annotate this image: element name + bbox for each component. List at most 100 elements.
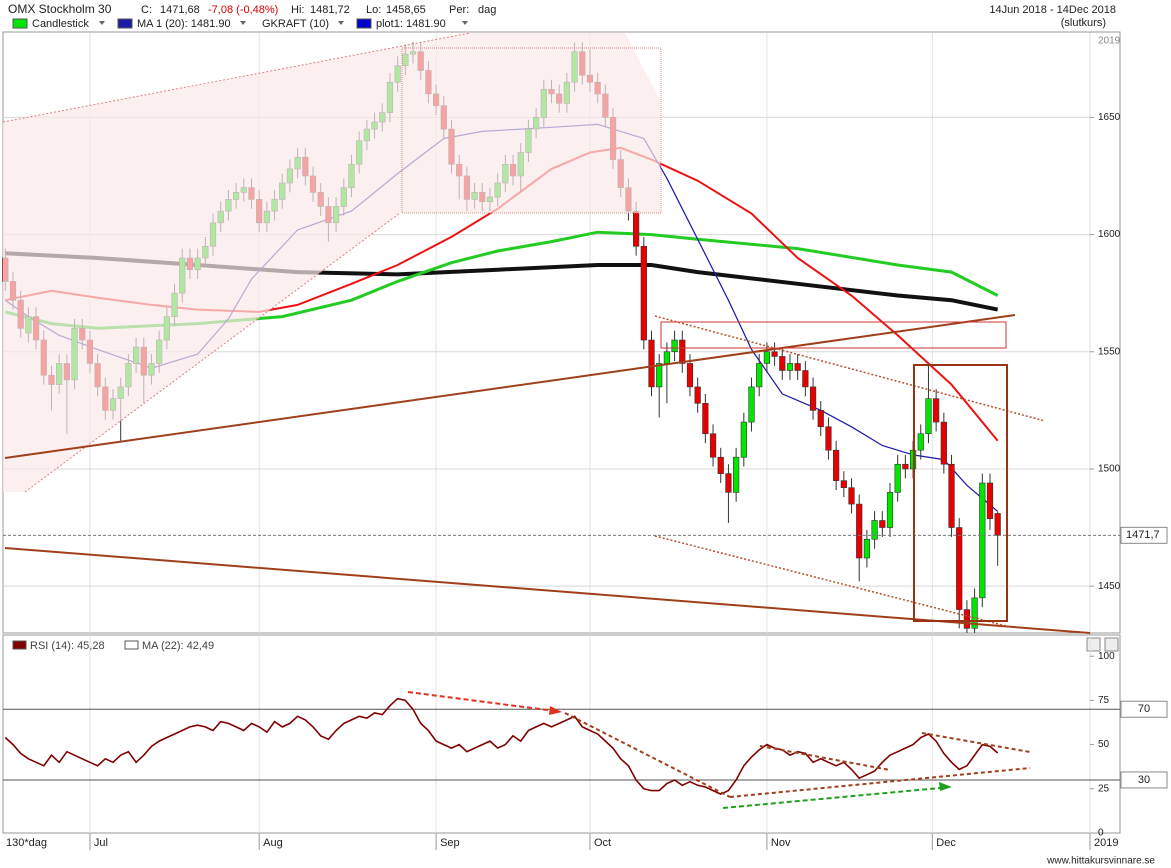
- candle-body: [786, 363, 794, 371]
- x-tick-label: Oct: [594, 837, 611, 849]
- resistance-box: [660, 321, 1007, 349]
- rsi-trend-line: [759, 745, 891, 771]
- x-tick-label: Jul: [94, 837, 108, 849]
- y-tick-label: 1500: [1098, 464, 1121, 475]
- candle-body: [971, 597, 978, 629]
- rsi-trend-line: [729, 767, 1031, 798]
- candle-body: [740, 421, 747, 458]
- candle-body: [725, 473, 732, 493]
- candle-body: [863, 538, 871, 559]
- candle-body: [825, 426, 832, 451]
- low-label: Lo:: [366, 4, 381, 16]
- y-tick-label: 1600: [1098, 229, 1121, 240]
- candle-body: [902, 463, 909, 470]
- legend-label: Candlestick: [32, 18, 89, 30]
- candle-body: [763, 351, 771, 364]
- dropdown[interactable]: [99, 21, 105, 25]
- period-value: dag: [478, 4, 496, 16]
- close-label: C:: [141, 4, 152, 16]
- candle-body: [940, 421, 947, 465]
- trend-line: [4, 314, 1016, 459]
- x-tick-label: Nov: [771, 837, 791, 849]
- candle-body: [733, 456, 740, 493]
- candle-body: [840, 480, 847, 488]
- candle-body: [640, 245, 647, 341]
- arrow-head: [939, 782, 952, 791]
- y-tick-label: 1550: [1098, 346, 1121, 357]
- period-label: 130*dag: [6, 837, 47, 849]
- candle-body: [679, 339, 686, 364]
- legend-label: MA (22): 42,49: [142, 640, 214, 652]
- y-tick-label: 1450: [1098, 581, 1121, 592]
- candle-body: [663, 351, 670, 364]
- x-tick-label: Aug: [263, 837, 283, 849]
- channel-line: [654, 535, 1011, 628]
- legend-dropdowns: [99, 21, 468, 25]
- change-value: -7,08 (-0,48%): [208, 4, 278, 16]
- dropdown[interactable]: [240, 21, 246, 25]
- shaded-zone: [3, 33, 660, 492]
- candle-body: [963, 609, 971, 629]
- rsi-panel-frame: [2, 634, 1121, 834]
- dropdown[interactable]: [462, 21, 468, 25]
- last-price-box: [1120, 526, 1168, 544]
- high-label: Hi:: [291, 4, 304, 16]
- y-tick-label: 75: [1098, 695, 1110, 706]
- dropdown[interactable]: [338, 21, 344, 25]
- candle-body: [871, 520, 878, 540]
- watermark: www.hittakursvinnare.se: [1046, 856, 1155, 867]
- legend-swatch: [124, 640, 139, 650]
- candle-body: [656, 363, 663, 388]
- price-type: (slutkurs): [1061, 17, 1106, 29]
- legend-label: plot1: 1481.90: [376, 18, 446, 30]
- candle-body: [779, 356, 786, 371]
- legend-label: MA 1 (20): 1481.90: [137, 18, 231, 30]
- annotations: [2, 32, 1091, 809]
- candle-body: [979, 482, 986, 599]
- candle-body: [717, 456, 724, 474]
- candle-body: [702, 403, 709, 435]
- candle-body: [694, 386, 701, 404]
- period-label: Per:: [449, 4, 469, 16]
- candle-body: [948, 463, 955, 528]
- date-range: 14Jun 2018 - 14Dec 2018: [989, 4, 1116, 16]
- candle-body: [917, 433, 924, 451]
- candle-body: [794, 363, 801, 371]
- close-value: 1471,68: [160, 4, 200, 16]
- x-tick-label: Sep: [440, 837, 460, 849]
- rsi-line: [4, 697, 999, 795]
- candle-body: [956, 527, 963, 610]
- candle-body: [686, 363, 694, 388]
- y-tick-label: 100: [1098, 651, 1115, 662]
- arrow-head: [549, 706, 562, 715]
- legend-swatch: [12, 640, 27, 650]
- y-tick-label: 50: [1098, 739, 1110, 750]
- zoom-icon[interactable]: [1086, 637, 1101, 652]
- candle-body: [633, 210, 640, 247]
- divergence-line: [722, 787, 941, 809]
- candle-body: [771, 351, 778, 357]
- candle-body: [925, 398, 932, 435]
- zone-box: [913, 364, 1008, 622]
- divergence-line: [407, 691, 556, 712]
- candle-body: [848, 487, 855, 505]
- y-tick-label: 0: [1098, 828, 1104, 839]
- x-tick-label: Dec: [936, 837, 956, 849]
- candle-body: [709, 433, 717, 458]
- rsi-trend-line: [921, 732, 1031, 753]
- reference-label: 70: [1138, 703, 1150, 715]
- y-tick-label: 25: [1098, 783, 1110, 794]
- candle-body: [833, 449, 840, 481]
- candle-body: [994, 513, 1001, 536]
- low-value: 1458,65: [386, 4, 426, 16]
- close-icon[interactable]: [1104, 637, 1119, 652]
- rsi-trend-line: [564, 712, 731, 798]
- legend-label: GKRAFT (10): [262, 18, 329, 30]
- reference-box: [1120, 771, 1168, 789]
- candle-body: [886, 492, 894, 528]
- year-label: 2019: [1098, 36, 1121, 47]
- title: OMX Stockholm 30: [8, 2, 112, 16]
- channel-line: [2, 32, 471, 123]
- candle-body: [756, 363, 763, 388]
